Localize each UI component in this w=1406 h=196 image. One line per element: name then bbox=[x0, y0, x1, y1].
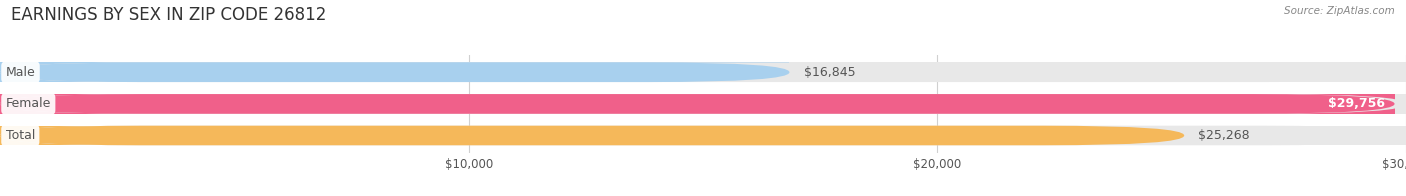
Text: $29,756: $29,756 bbox=[1329, 97, 1385, 110]
Bar bbox=[0, 94, 1395, 114]
Bar bbox=[0, 94, 1406, 114]
Text: $16,845: $16,845 bbox=[804, 66, 855, 79]
Bar bbox=[0, 63, 790, 82]
Bar bbox=[0, 126, 1406, 145]
Text: $25,268: $25,268 bbox=[1198, 129, 1250, 142]
FancyBboxPatch shape bbox=[0, 126, 1184, 145]
Text: Source: ZipAtlas.com: Source: ZipAtlas.com bbox=[1284, 6, 1395, 16]
FancyBboxPatch shape bbox=[0, 63, 1406, 82]
Text: Total: Total bbox=[6, 129, 35, 142]
Bar bbox=[0, 126, 1184, 145]
Text: EARNINGS BY SEX IN ZIP CODE 26812: EARNINGS BY SEX IN ZIP CODE 26812 bbox=[11, 6, 326, 24]
FancyBboxPatch shape bbox=[0, 94, 1406, 114]
FancyBboxPatch shape bbox=[0, 94, 1395, 114]
Bar bbox=[0, 63, 1406, 82]
Text: Male: Male bbox=[6, 66, 35, 79]
Text: Female: Female bbox=[6, 97, 51, 110]
FancyBboxPatch shape bbox=[0, 126, 1406, 145]
FancyBboxPatch shape bbox=[0, 63, 790, 82]
